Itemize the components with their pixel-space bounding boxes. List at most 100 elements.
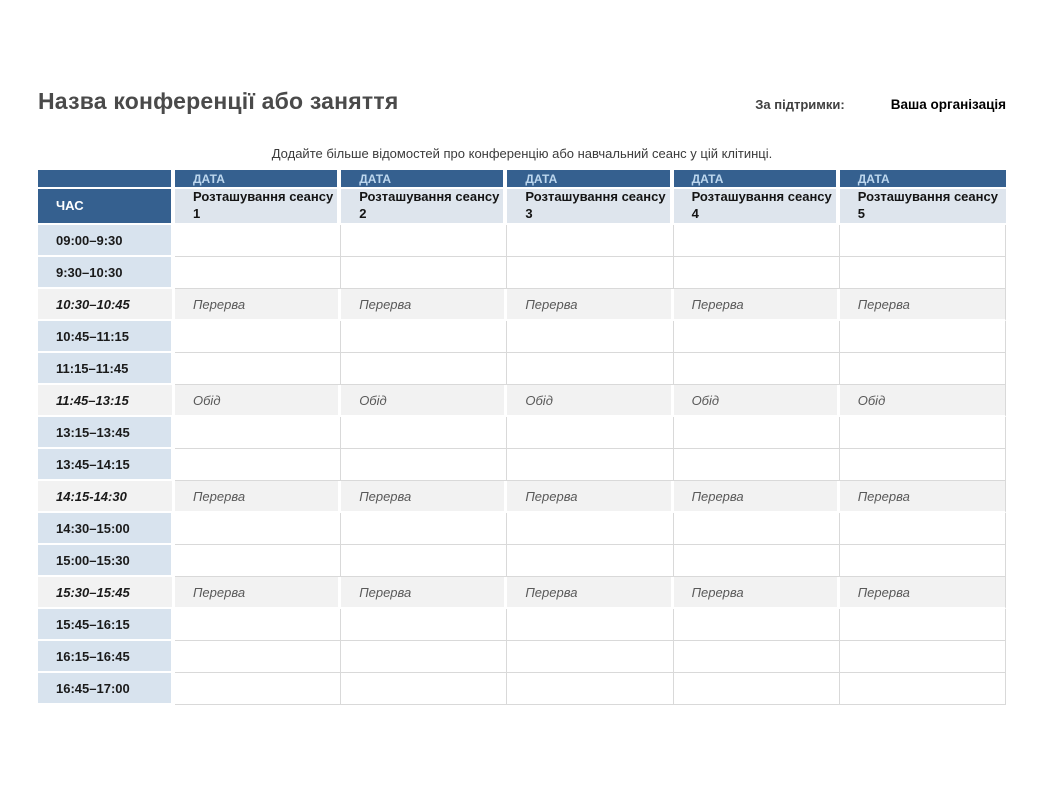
break-label-cell[interactable]: Обід: [175, 385, 342, 417]
session-slot-cell[interactable]: [175, 353, 342, 385]
time-column-header[interactable]: ЧАС: [38, 189, 175, 225]
session-slot-cell[interactable]: [175, 417, 342, 449]
time-cell[interactable]: 14:30–15:00: [38, 513, 175, 545]
session-slot-cell[interactable]: [175, 545, 342, 577]
session-slot-cell[interactable]: [839, 257, 1006, 289]
break-label-cell[interactable]: Перерва: [673, 289, 840, 321]
session-slot-cell[interactable]: [839, 225, 1006, 257]
session-location-header[interactable]: Розташування сеансу 4: [673, 189, 840, 225]
time-cell[interactable]: 16:15–16:45: [38, 641, 175, 673]
session-slot-cell[interactable]: [507, 545, 674, 577]
break-label-cell[interactable]: Обід: [839, 385, 1006, 417]
session-slot-cell[interactable]: [341, 641, 508, 673]
session-slot-cell[interactable]: [673, 641, 840, 673]
time-cell[interactable]: 13:45–14:15: [38, 449, 175, 481]
session-slot-cell[interactable]: [507, 641, 674, 673]
time-cell[interactable]: 15:00–15:30: [38, 545, 175, 577]
session-slot-cell[interactable]: [839, 321, 1006, 353]
break-label-cell[interactable]: Обід: [341, 385, 508, 417]
session-slot-cell[interactable]: [507, 673, 674, 705]
session-slot-cell[interactable]: [507, 449, 674, 481]
time-cell[interactable]: 11:45–13:15: [38, 385, 175, 417]
session-slot-cell[interactable]: [673, 609, 840, 641]
break-label-cell[interactable]: Перерва: [507, 481, 674, 513]
session-slot-cell[interactable]: [839, 513, 1006, 545]
session-slot-cell[interactable]: [341, 609, 508, 641]
break-label-cell[interactable]: Перерва: [673, 577, 840, 609]
break-label-cell[interactable]: Перерва: [839, 481, 1006, 513]
session-slot-cell[interactable]: [341, 321, 508, 353]
session-slot-cell[interactable]: [341, 513, 508, 545]
time-cell[interactable]: 14:15-14:30: [38, 481, 175, 513]
session-slot-cell[interactable]: [673, 545, 840, 577]
break-label-cell[interactable]: Перерва: [341, 577, 508, 609]
break-label-cell[interactable]: Перерва: [175, 481, 342, 513]
session-slot-cell[interactable]: [839, 641, 1006, 673]
session-slot-cell[interactable]: [673, 225, 840, 257]
session-slot-cell[interactable]: [175, 641, 342, 673]
session-slot-cell[interactable]: [507, 321, 674, 353]
date-header-cell[interactable]: ДАТА: [175, 170, 342, 189]
session-slot-cell[interactable]: [673, 257, 840, 289]
time-cell[interactable]: 9:30–10:30: [38, 257, 175, 289]
session-location-header[interactable]: Розташування сеансу 2: [341, 189, 508, 225]
session-slot-cell[interactable]: [175, 609, 342, 641]
session-slot-cell[interactable]: [507, 513, 674, 545]
session-slot-cell[interactable]: [673, 449, 840, 481]
session-slot-cell[interactable]: [341, 673, 508, 705]
time-cell[interactable]: 09:00–9:30: [38, 225, 175, 257]
session-location-header[interactable]: Розташування сеансу 3: [507, 189, 674, 225]
session-slot-cell[interactable]: [341, 545, 508, 577]
session-slot-cell[interactable]: [175, 449, 342, 481]
break-label-cell[interactable]: Перерва: [507, 289, 674, 321]
session-slot-cell[interactable]: [507, 609, 674, 641]
session-slot-cell[interactable]: [673, 513, 840, 545]
session-slot-cell[interactable]: [673, 417, 840, 449]
corner-cell[interactable]: [38, 170, 175, 189]
session-slot-cell[interactable]: [673, 321, 840, 353]
session-slot-cell[interactable]: [341, 353, 508, 385]
break-label-cell[interactable]: Перерва: [507, 577, 674, 609]
session-slot-cell[interactable]: [507, 257, 674, 289]
date-header-cell[interactable]: ДАТА: [673, 170, 840, 189]
session-slot-cell[interactable]: [673, 353, 840, 385]
time-cell[interactable]: 15:30–15:45: [38, 577, 175, 609]
date-header-cell[interactable]: ДАТА: [507, 170, 674, 189]
session-slot-cell[interactable]: [839, 353, 1006, 385]
break-label-cell[interactable]: Перерва: [341, 481, 508, 513]
session-slot-cell[interactable]: [175, 321, 342, 353]
break-label-cell[interactable]: Перерва: [673, 481, 840, 513]
time-cell[interactable]: 15:45–16:15: [38, 609, 175, 641]
break-label-cell[interactable]: Перерва: [175, 577, 342, 609]
session-slot-cell[interactable]: [175, 257, 342, 289]
session-slot-cell[interactable]: [507, 417, 674, 449]
session-slot-cell[interactable]: [175, 225, 342, 257]
break-label-cell[interactable]: Перерва: [341, 289, 508, 321]
break-label-cell[interactable]: Перерва: [175, 289, 342, 321]
session-slot-cell[interactable]: [507, 353, 674, 385]
date-header-cell[interactable]: ДАТА: [839, 170, 1006, 189]
session-slot-cell[interactable]: [341, 449, 508, 481]
break-label-cell[interactable]: Обід: [673, 385, 840, 417]
session-slot-cell[interactable]: [175, 673, 342, 705]
time-cell[interactable]: 13:15–13:45: [38, 417, 175, 449]
session-slot-cell[interactable]: [673, 673, 840, 705]
break-label-cell[interactable]: Обід: [507, 385, 674, 417]
session-slot-cell[interactable]: [341, 417, 508, 449]
session-slot-cell[interactable]: [839, 417, 1006, 449]
session-slot-cell[interactable]: [175, 513, 342, 545]
session-location-header[interactable]: Розташування сеансу 5: [839, 189, 1006, 225]
time-cell[interactable]: 10:45–11:15: [38, 321, 175, 353]
break-label-cell[interactable]: Перерва: [839, 289, 1006, 321]
session-location-header[interactable]: Розташування сеансу 1: [175, 189, 342, 225]
session-slot-cell[interactable]: [839, 609, 1006, 641]
session-slot-cell[interactable]: [839, 673, 1006, 705]
session-slot-cell[interactable]: [839, 449, 1006, 481]
session-slot-cell[interactable]: [341, 225, 508, 257]
time-cell[interactable]: 10:30–10:45: [38, 289, 175, 321]
session-slot-cell[interactable]: [341, 257, 508, 289]
time-cell[interactable]: 16:45–17:00: [38, 673, 175, 705]
date-header-cell[interactable]: ДАТА: [341, 170, 508, 189]
session-slot-cell[interactable]: [507, 225, 674, 257]
session-slot-cell[interactable]: [839, 545, 1006, 577]
